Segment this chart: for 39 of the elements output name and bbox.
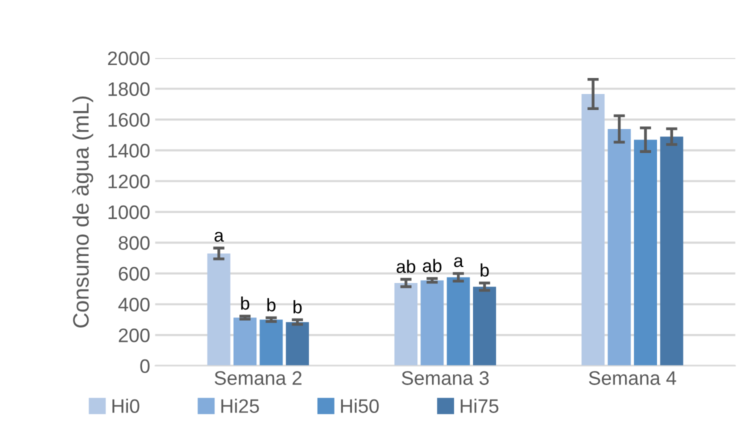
bar	[394, 283, 418, 366]
y-tick-label: 1200	[108, 174, 150, 188]
bar	[634, 140, 658, 366]
data-label: a	[214, 232, 224, 242]
y-tick-label: 0	[140, 359, 150, 374]
bar	[582, 94, 605, 366]
y-tick-label: 1800	[108, 82, 150, 96]
bar	[660, 136, 684, 366]
data-label: ab	[396, 260, 416, 273]
bar	[260, 320, 283, 366]
y-tick-label: 200	[118, 328, 150, 342]
bar	[446, 277, 470, 366]
x-tick-label: Semana 4	[588, 371, 676, 385]
y-tick-label: 1400	[108, 144, 150, 158]
x-tick-label: Semana 2	[214, 371, 302, 385]
y-tick-label: 600	[118, 266, 150, 281]
data-label: b	[267, 298, 276, 312]
data-label: b	[294, 300, 302, 314]
legend-label: Hi0	[112, 398, 140, 413]
y-tick-label: 1000	[108, 205, 150, 220]
y-tick-label: 1600	[108, 113, 150, 127]
x-tick-label: Semana 3	[402, 371, 489, 385]
y-tick-label: 800	[118, 236, 150, 250]
y-tick-label: 400	[118, 298, 150, 312]
legend-label: Hi50	[341, 398, 379, 413]
data-label: a	[454, 257, 464, 268]
bar	[473, 286, 496, 366]
y-axis-title: Consumo de àgua (mL)	[72, 96, 94, 328]
bar	[207, 253, 230, 366]
bar	[286, 322, 309, 366]
data-label: b	[480, 263, 489, 277]
y-tick-label: 2000	[108, 51, 150, 66]
bar	[233, 318, 257, 366]
legend-label: Hi75	[460, 398, 498, 413]
bar	[608, 128, 631, 366]
legend-label: Hi25	[221, 398, 259, 413]
data-label: b	[241, 296, 250, 310]
data-label: ab	[422, 258, 442, 272]
bar	[420, 280, 444, 366]
